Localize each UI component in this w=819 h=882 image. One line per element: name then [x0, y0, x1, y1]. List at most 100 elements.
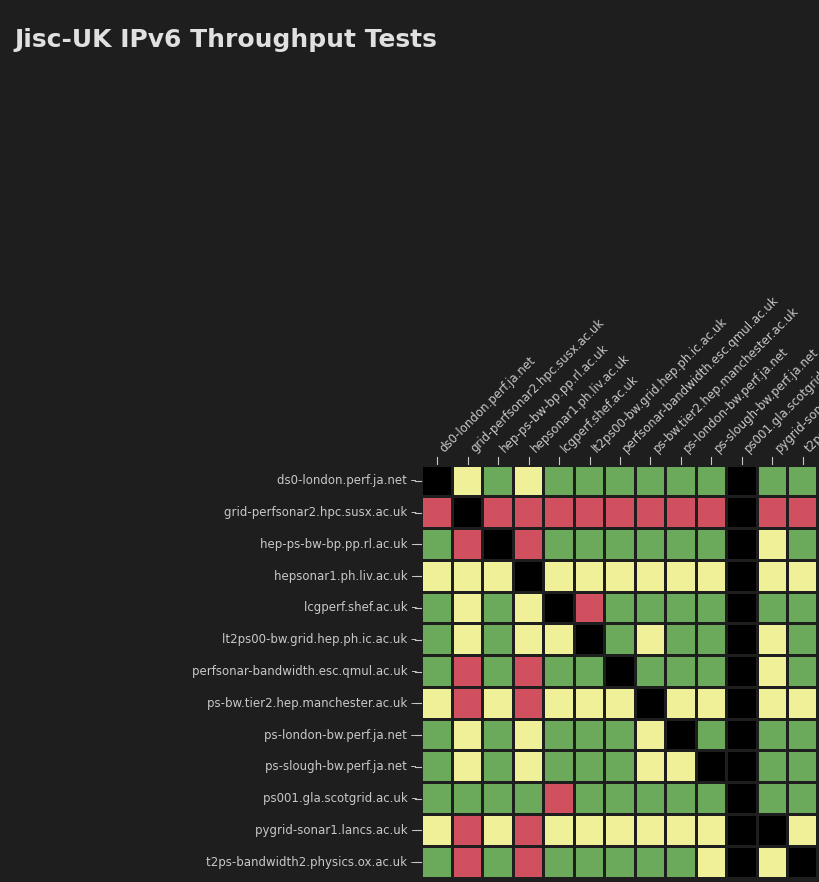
Bar	[788, 562, 816, 591]
Text: lt2ps00-bw.grid.hep.ph.ic.ac.uk –: lt2ps00-bw.grid.hep.ph.ic.ac.uk –	[222, 633, 417, 647]
Bar	[423, 625, 450, 654]
Bar	[758, 530, 785, 559]
Bar	[575, 816, 603, 845]
Bar	[423, 562, 450, 591]
Bar	[484, 721, 511, 750]
Bar	[423, 752, 450, 781]
Bar	[514, 657, 541, 686]
Bar	[545, 784, 572, 813]
Bar	[454, 784, 481, 813]
Bar	[423, 530, 450, 559]
Text: ps-bw.tier2.hep.manchester.ac.uk –: ps-bw.tier2.hep.manchester.ac.uk –	[207, 697, 417, 710]
Bar	[423, 467, 450, 496]
Bar	[788, 498, 816, 527]
Bar	[727, 467, 754, 496]
Text: hepsonar1.ph.liv.ac.uk –: hepsonar1.ph.liv.ac.uk –	[274, 570, 417, 583]
Text: ps-slough-bw.perf.ja.net: ps-slough-bw.perf.ja.net	[711, 346, 819, 455]
Bar	[484, 752, 511, 781]
Bar	[575, 498, 603, 527]
Bar	[636, 816, 663, 845]
Bar	[636, 689, 663, 718]
Bar	[423, 498, 450, 527]
Bar	[605, 721, 633, 750]
Bar	[605, 657, 633, 686]
Bar	[423, 848, 450, 877]
Bar	[727, 721, 754, 750]
Bar	[454, 848, 481, 877]
Bar	[605, 530, 633, 559]
Bar	[727, 689, 754, 718]
Bar	[758, 721, 785, 750]
Bar	[484, 657, 511, 686]
Bar	[575, 530, 603, 559]
Bar	[788, 816, 816, 845]
Bar	[667, 689, 694, 718]
Bar	[636, 530, 663, 559]
Bar	[575, 657, 603, 686]
Bar	[514, 689, 541, 718]
Bar	[545, 721, 572, 750]
Bar	[727, 498, 754, 527]
Bar	[788, 594, 816, 623]
Text: t2ps-bandwidth2.physics.ox.ac.uk –: t2ps-bandwidth2.physics.ox.ac.uk –	[206, 856, 417, 869]
Bar	[697, 784, 724, 813]
Text: hepsonar1.ph.liv.ac.uk: hepsonar1.ph.liv.ac.uk	[528, 351, 631, 455]
Bar	[788, 752, 816, 781]
Text: perfsonar-bandwidth.esc.qmul.ac.uk: perfsonar-bandwidth.esc.qmul.ac.uk	[619, 294, 781, 455]
Bar	[697, 498, 724, 527]
Bar	[788, 467, 816, 496]
Bar	[788, 657, 816, 686]
Text: ps001.gla.scotgrid.ac.uk: ps001.gla.scotgrid.ac.uk	[741, 343, 819, 455]
Bar	[605, 689, 633, 718]
Bar	[514, 625, 541, 654]
Bar	[514, 752, 541, 781]
Bar	[545, 752, 572, 781]
Text: lt2ps00-bw.grid.hep.ph.ic.ac.uk: lt2ps00-bw.grid.hep.ph.ic.ac.uk	[589, 315, 729, 455]
Bar	[636, 784, 663, 813]
Bar	[605, 625, 633, 654]
Bar	[636, 657, 663, 686]
Bar	[636, 721, 663, 750]
Bar	[545, 530, 572, 559]
Bar	[758, 498, 785, 527]
Text: ps001.gla.scotgrid.ac.uk –: ps001.gla.scotgrid.ac.uk –	[262, 792, 417, 805]
Bar	[697, 467, 724, 496]
Text: grid-perfsonar2.hpc.susx.ac.uk –: grid-perfsonar2.hpc.susx.ac.uk –	[224, 506, 417, 519]
Bar	[454, 625, 481, 654]
Bar	[575, 752, 603, 781]
Text: ds0-london.perf.ja.net –: ds0-london.perf.ja.net –	[277, 475, 417, 488]
Text: hep-ps-bw-bp.pp.rl.ac.uk: hep-ps-bw-bp.pp.rl.ac.uk	[498, 341, 611, 455]
Bar	[514, 721, 541, 750]
Text: grid-perfsonar2.hpc.susx.ac.uk: grid-perfsonar2.hpc.susx.ac.uk	[467, 317, 606, 455]
Bar	[575, 721, 603, 750]
Bar	[667, 562, 694, 591]
Bar	[514, 562, 541, 591]
Bar	[484, 467, 511, 496]
Text: hep-ps-bw-bp.pp.rl.ac.uk –: hep-ps-bw-bp.pp.rl.ac.uk –	[260, 538, 417, 551]
Bar	[727, 848, 754, 877]
Bar	[484, 784, 511, 813]
Bar	[545, 467, 572, 496]
Bar	[514, 848, 541, 877]
Bar	[636, 625, 663, 654]
Bar	[454, 721, 481, 750]
Text: Jisc-UK IPv6 Throughput Tests: Jisc-UK IPv6 Throughput Tests	[14, 28, 437, 52]
Bar	[667, 530, 694, 559]
Bar	[545, 816, 572, 845]
Text: perfsonar-bandwidth.esc.qmul.ac.uk –: perfsonar-bandwidth.esc.qmul.ac.uk –	[192, 665, 417, 678]
Bar	[758, 784, 785, 813]
Bar	[667, 625, 694, 654]
Bar	[575, 467, 603, 496]
Bar	[454, 594, 481, 623]
Bar	[667, 721, 694, 750]
Text: pygrid-sonar1.lancs.ac.uk: pygrid-sonar1.lancs.ac.uk	[771, 338, 819, 455]
Bar	[605, 752, 633, 781]
Bar	[636, 467, 663, 496]
Bar	[545, 689, 572, 718]
Bar	[454, 467, 481, 496]
Bar	[423, 594, 450, 623]
Bar	[697, 562, 724, 591]
Bar	[514, 784, 541, 813]
Bar	[484, 498, 511, 527]
Bar	[788, 721, 816, 750]
